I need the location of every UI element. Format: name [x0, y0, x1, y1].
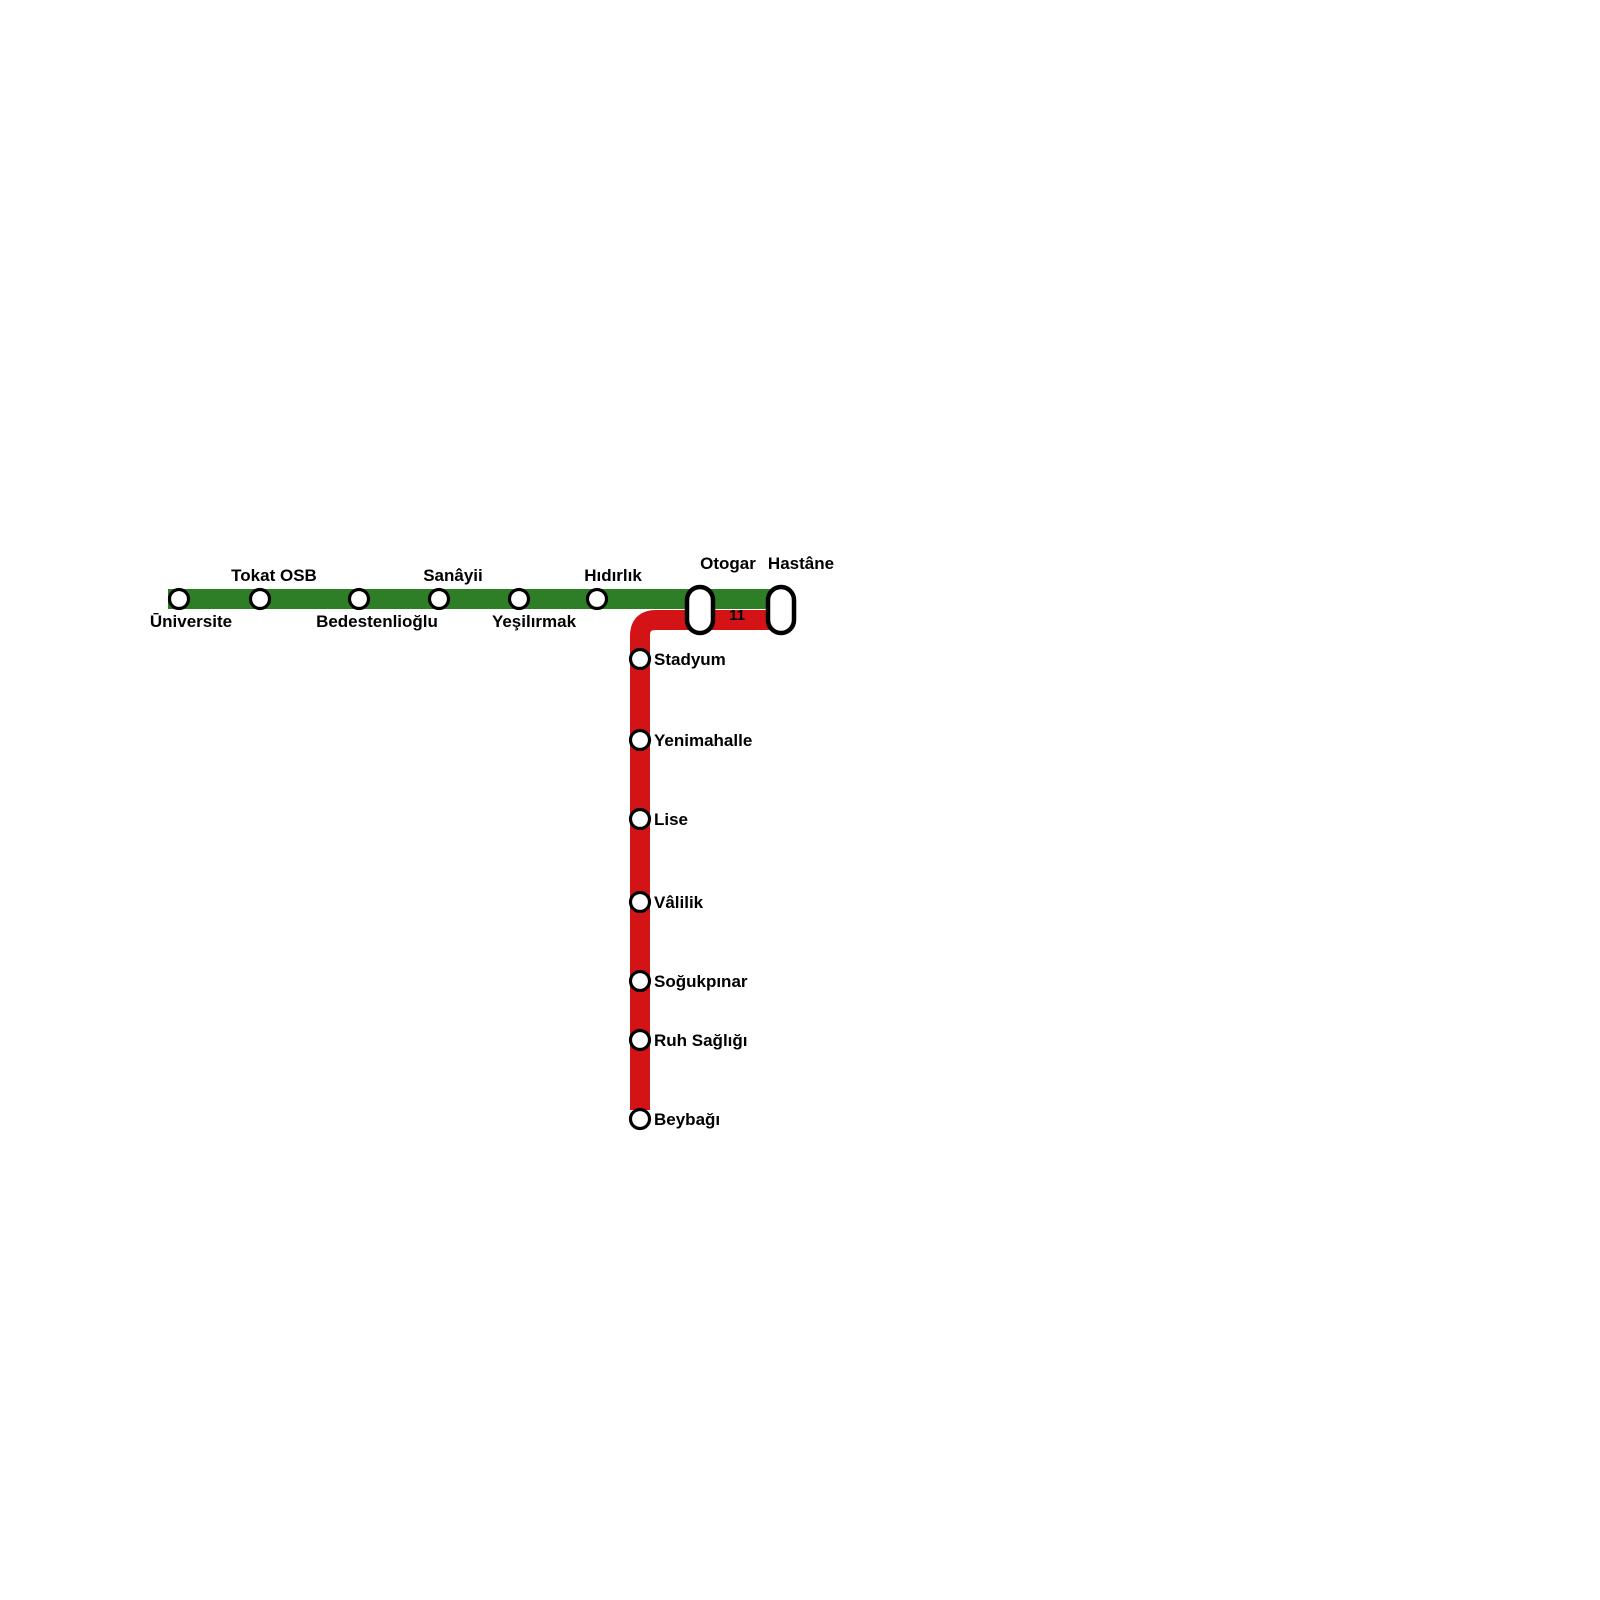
- station-labels-layer: Ūniversite Tokat OSB Bedestenlioğlu Sanâyii…: [150, 554, 834, 1129]
- station-marker: [628, 969, 652, 993]
- red-line-path: [630, 610, 781, 1110]
- station-label: Stadyum: [654, 650, 726, 669]
- station-marker: [427, 587, 451, 611]
- station-marker: [347, 587, 371, 611]
- station-marker: [248, 587, 272, 611]
- station-label: Sanâyii: [423, 566, 483, 585]
- station-label: Otogar: [700, 554, 756, 573]
- station-marker: [585, 587, 609, 611]
- station-label: Beybağı: [654, 1110, 720, 1129]
- station-label: Yeşilırmak: [492, 612, 577, 631]
- station-markers-layer: [167, 584, 797, 1131]
- station-label: Bedestenlioğlu: [316, 612, 438, 631]
- station-label: Ūniversite: [150, 612, 232, 631]
- station-label: Tokat OSB: [231, 566, 317, 585]
- station-marker: [167, 587, 191, 611]
- station-label: Hıdırlık: [584, 566, 642, 585]
- interchange-station-marker: [684, 584, 716, 636]
- station-marker: [628, 728, 652, 752]
- station-label: Lise: [654, 810, 688, 829]
- station-marker: [507, 587, 531, 611]
- interchange-station-marker: [765, 584, 797, 636]
- station-label: Ruh Sağlığı: [654, 1031, 748, 1050]
- station-marker: [628, 807, 652, 831]
- station-marker: [628, 1028, 652, 1052]
- station-label: Hastâne: [768, 554, 834, 573]
- station-label: Vâlilik: [654, 893, 704, 912]
- red-route-number: 11: [729, 607, 745, 624]
- station-marker: [628, 890, 652, 914]
- station-marker: [628, 647, 652, 671]
- station-marker: [628, 1107, 652, 1131]
- station-label: Soğukpınar: [654, 972, 748, 991]
- station-label: Yenimahalle: [654, 731, 752, 750]
